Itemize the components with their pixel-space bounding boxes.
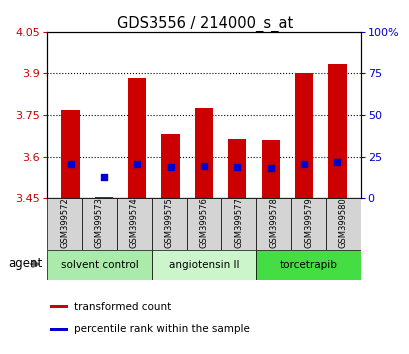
Bar [256,198,290,250]
Bar [221,198,256,250]
Text: GSM399580: GSM399580 [338,198,347,248]
Bar [256,250,360,280]
Point [300,161,307,167]
Point [167,164,173,170]
Bar [327,64,346,198]
Point [134,161,140,166]
Bar [50,327,67,331]
Text: GSM399573: GSM399573 [95,198,103,248]
Text: solvent control: solvent control [61,259,138,270]
Bar [151,198,186,250]
Text: GSM399572: GSM399572 [60,198,69,248]
Bar [117,198,151,250]
Text: GSM399574: GSM399574 [130,198,138,248]
Bar [47,250,151,280]
Point [333,159,340,165]
Text: GSM399575: GSM399575 [164,198,173,248]
Bar [294,74,312,198]
Bar [47,198,82,250]
Bar [186,198,221,250]
Text: torcetrapib: torcetrapib [279,259,337,270]
Bar [290,198,325,250]
Text: GSM399579: GSM399579 [303,198,312,248]
Bar [161,135,180,198]
Bar [94,197,113,198]
Text: percentile rank within the sample: percentile rank within the sample [74,324,249,334]
Text: GSM399576: GSM399576 [199,198,208,248]
Bar [227,139,246,198]
Bar [325,198,360,250]
Point [100,175,107,180]
Bar [61,109,80,198]
Point [67,161,74,167]
Bar [128,78,146,198]
Bar [194,108,213,198]
Text: transformed count: transformed count [74,302,171,312]
Bar [151,250,256,280]
Point [267,165,273,171]
Bar [50,305,67,308]
Text: GSM399578: GSM399578 [269,198,277,248]
Text: agent: agent [8,257,43,270]
Point [200,163,207,169]
Bar [82,198,117,250]
Bar [261,140,279,198]
Text: GDS3556 / 214000_s_at: GDS3556 / 214000_s_at [117,16,292,32]
Text: angiotensin II: angiotensin II [169,259,238,270]
Point [234,164,240,170]
Text: GSM399577: GSM399577 [234,198,243,248]
